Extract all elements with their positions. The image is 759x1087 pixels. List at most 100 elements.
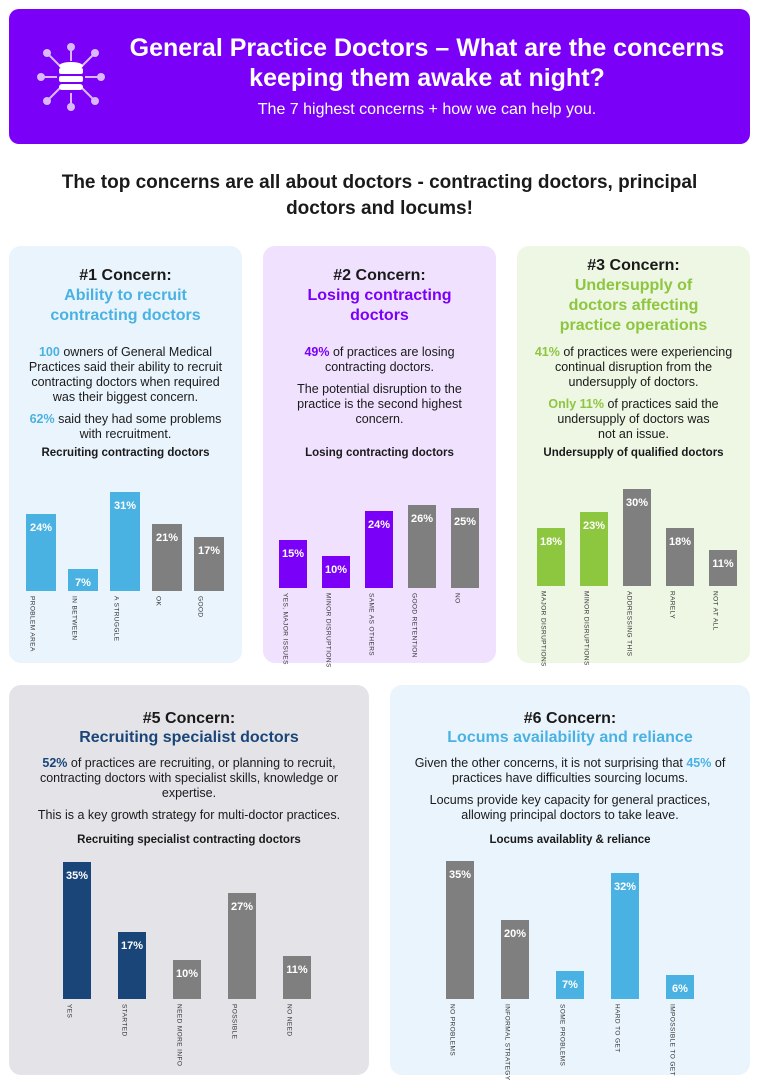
chart-bar: 18% bbox=[666, 527, 694, 586]
category-label: MAJOR DISRUPTIONS bbox=[539, 591, 547, 667]
concern-text: 41% of practices were experiencing conti… bbox=[534, 345, 733, 389]
bar-value-label: 11% bbox=[286, 963, 308, 976]
page-subtitle: The 7 highest concerns + how we can help… bbox=[257, 101, 597, 118]
bar-value-label: 26% bbox=[410, 512, 434, 525]
chart-bar: 24% bbox=[26, 514, 56, 591]
bar-value-label: 7% bbox=[562, 979, 578, 992]
category-label: NEED MORE INFO bbox=[175, 1004, 183, 1067]
concern-text: 62% said they had some problems with rec… bbox=[29, 412, 222, 441]
category-label: MINOR DISRUPTIONS bbox=[324, 593, 332, 668]
concern-card-5: #5 Concern: Recruiting specialist doctor… bbox=[9, 685, 369, 1075]
bar-value-label: 24% bbox=[29, 522, 53, 535]
bar-value-label: 15% bbox=[281, 548, 305, 560]
bar-value-label: 27% bbox=[230, 901, 254, 914]
bar-value-label: 17% bbox=[197, 544, 221, 557]
bar-value-label: 6% bbox=[672, 983, 688, 996]
intro-text: The top concerns are all about doctors -… bbox=[61, 172, 698, 219]
concern-card-1: #1 Concern: Ability to recruit contracti… bbox=[9, 246, 242, 663]
concern-subtitle: Losing contracting doctors bbox=[307, 287, 452, 324]
chart-bar: 17% bbox=[194, 536, 224, 591]
chart-bar: 11% bbox=[283, 955, 311, 999]
concern-number: #2 Concern: bbox=[333, 267, 426, 284]
category-label: NOT AT ALL bbox=[711, 591, 719, 631]
concern-text: Only 11% of practices said the undersupp… bbox=[548, 397, 719, 441]
category-label: IMPOSSIBLE TO GET bbox=[668, 1004, 676, 1076]
chart-bar: 30% bbox=[623, 489, 651, 586]
chart-bar: 18% bbox=[537, 527, 565, 586]
category-label: RARELY bbox=[668, 591, 676, 619]
concern-subtitle: Recruiting specialist doctors bbox=[79, 729, 299, 746]
chart-title: Recruiting contracting doctors bbox=[41, 447, 210, 459]
bar-value-label: 31% bbox=[113, 499, 137, 512]
chart-bar: 7% bbox=[68, 568, 98, 591]
chart-bar: 35% bbox=[446, 861, 474, 999]
concern-text: This is a key growth strategy for multi-… bbox=[37, 808, 341, 822]
category-label: GOOD RETENTION bbox=[410, 593, 418, 658]
chart-bar: 25% bbox=[451, 508, 479, 588]
header-banner: General Practice Doctors – What are the … bbox=[9, 9, 750, 144]
category-label: HARD TO GET bbox=[613, 1004, 621, 1053]
category-label: ADDRESSING THIS bbox=[625, 591, 633, 657]
chart-bar: 15% bbox=[279, 540, 307, 588]
concern-subtitle: Undersupply of doctors affecting practic… bbox=[559, 277, 708, 334]
concern-card-3: #3 Concern: Undersupply of doctors affec… bbox=[517, 246, 750, 667]
concern-card-6: #6 Concern: Locums availability and reli… bbox=[390, 685, 750, 1081]
concern-subtitle: Locums availability and reliance bbox=[447, 729, 693, 746]
chart-title: Undersupply of qualified doctors bbox=[543, 447, 724, 459]
chart-bar: 7% bbox=[556, 971, 584, 999]
chart-bar: 35% bbox=[63, 862, 91, 999]
concern-text: Locums provide key capacity for general … bbox=[429, 793, 711, 822]
category-label: STARTED bbox=[120, 1004, 128, 1037]
chart-bar: 10% bbox=[322, 556, 350, 588]
chart-bar: 23% bbox=[580, 511, 608, 586]
bar-value-label: 25% bbox=[453, 516, 477, 528]
chart-bar: 24% bbox=[365, 511, 393, 588]
concern-number: #3 Concern: bbox=[587, 257, 680, 274]
concern-text: 100 owners of General Medical Practices … bbox=[28, 345, 223, 404]
chart-bar: 21% bbox=[152, 523, 182, 591]
category-label: A STRUGGLE bbox=[112, 596, 120, 642]
chart-bar: 17% bbox=[118, 932, 146, 999]
bar-value-label: 24% bbox=[367, 519, 391, 532]
category-label: NO NEED bbox=[285, 1004, 293, 1037]
bar-value-label: 30% bbox=[625, 497, 649, 510]
bar-value-label: 21% bbox=[155, 531, 179, 544]
category-label: OK bbox=[154, 596, 162, 607]
bar-value-label: 18% bbox=[539, 535, 563, 548]
chart-bar: 11% bbox=[709, 550, 737, 586]
concern-text: The potential disruption to the practice… bbox=[297, 382, 462, 426]
bar-value-label: 18% bbox=[668, 535, 692, 548]
category-label: POSSIBLE bbox=[230, 1004, 238, 1040]
category-label: INFORMAL STRATEGY bbox=[503, 1004, 511, 1081]
category-label: YES bbox=[65, 1004, 73, 1019]
chart-bar: 27% bbox=[228, 893, 256, 999]
category-label: PROBLEM AREA bbox=[28, 596, 36, 652]
chart-title: Losing contracting doctors bbox=[305, 447, 454, 459]
chart-bar: 32% bbox=[611, 872, 639, 999]
concern-text: 49% of practices are losing contracting … bbox=[304, 345, 455, 374]
bar-value-label: 7% bbox=[75, 576, 91, 589]
concern-text: 52% of practices are recruiting, or plan… bbox=[39, 756, 339, 800]
category-label: NO PROBLEMS bbox=[448, 1004, 456, 1057]
chart-bar: 6% bbox=[666, 975, 694, 999]
bar-value-label: 17% bbox=[120, 940, 144, 953]
category-label: YES, MAJOR ISSUES bbox=[281, 593, 289, 665]
concern-card-2: #2 Concern: Losing contracting doctors 4… bbox=[263, 246, 496, 668]
category-label: SOME PROBLEMS bbox=[558, 1004, 566, 1067]
chart-bar: 31% bbox=[110, 491, 140, 591]
concern-subtitle: Ability to recruit contracting doctors bbox=[50, 287, 201, 324]
chart-bar: 20% bbox=[501, 920, 529, 999]
database-network-icon bbox=[37, 43, 105, 111]
chart-title: Recruiting specialist contracting doctor… bbox=[77, 834, 301, 846]
concern-number: #6 Concern: bbox=[523, 710, 617, 727]
page-title: General Practice Doctors – What are the … bbox=[129, 34, 725, 92]
category-label: SAME AS OTHERS bbox=[367, 593, 375, 657]
chart-bar: 10% bbox=[173, 959, 201, 999]
bar-value-label: 10% bbox=[324, 564, 348, 576]
chart-bar: 26% bbox=[408, 504, 436, 588]
bar-value-label: 35% bbox=[65, 870, 89, 882]
concern-number: #1 Concern: bbox=[79, 267, 172, 284]
bar-value-label: 11% bbox=[712, 558, 734, 571]
chart-title: Locums availablity & reliance bbox=[489, 834, 651, 846]
bar-value-label: 23% bbox=[582, 519, 606, 532]
